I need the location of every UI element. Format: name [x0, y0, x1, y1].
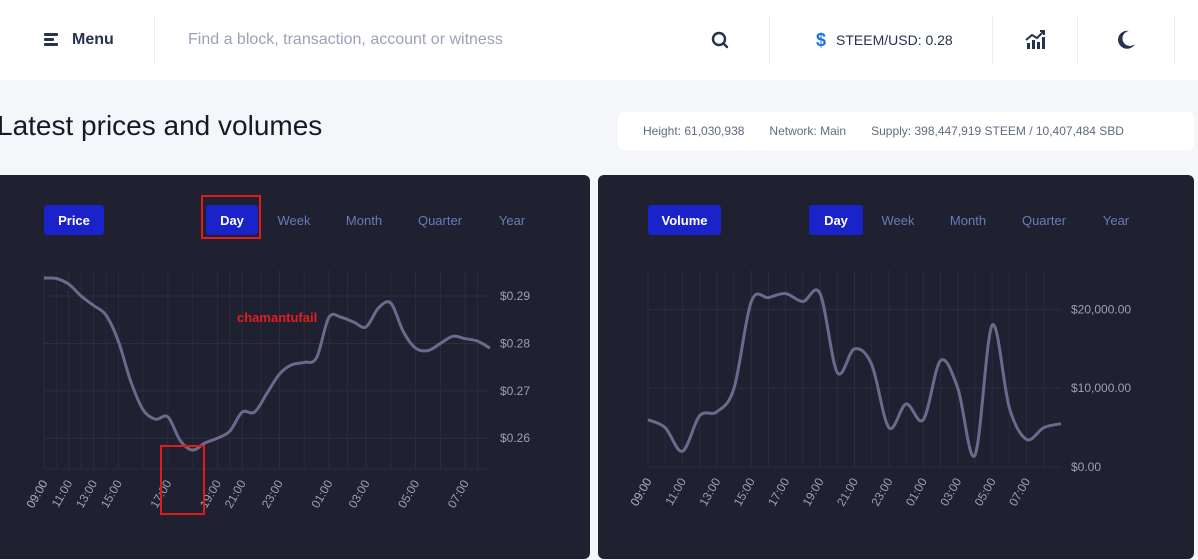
x-tick-label: 21:00 [834, 475, 861, 508]
steem-price-label: STEEM/USD: 0.28 [836, 32, 953, 48]
volume-range-month[interactable]: Month [949, 212, 987, 228]
chart-icon[interactable] [1024, 29, 1046, 51]
y-tick-label: $20,000.00 [1071, 302, 1131, 316]
menu-button[interactable]: Menu [44, 26, 114, 54]
x-tick-label: 19:00 [800, 475, 827, 508]
search-input[interactable] [180, 24, 700, 56]
price-range-month[interactable]: Month [345, 212, 383, 228]
x-tick-label: 03:00 [937, 475, 964, 508]
x-tick-label: 17:00 [147, 477, 174, 510]
x-tick-label: 05:00 [972, 475, 999, 508]
menu-icon [44, 33, 60, 47]
divider [769, 16, 770, 64]
price-chart-panel: Price Day Week Month Quarter Year 09:00 1… [0, 175, 590, 559]
x-tick-label: 03:00 [346, 477, 373, 510]
search-icon[interactable] [710, 30, 730, 50]
x-tick-label: 11:00 [662, 475, 689, 508]
page-title: Latest prices and volumes [0, 110, 323, 141]
x-tick-label: 01:00 [308, 477, 335, 510]
volume-range-week[interactable]: Week [881, 212, 915, 228]
y-tick-label: $0.28 [500, 336, 530, 350]
token-supply: Supply: 398,447,919 STEEM / 10,407,484 S… [871, 124, 1124, 138]
dollar-icon: $ [816, 29, 827, 50]
price-range-week[interactable]: Week [277, 212, 311, 228]
y-tick-label: $0.29 [500, 289, 530, 303]
divider [1077, 16, 1078, 64]
volume-range-quarter[interactable]: Quarter [1021, 212, 1067, 228]
x-tick-label: 17:00 [765, 475, 792, 508]
x-tick-label: 07:00 [445, 477, 472, 510]
price-range-year[interactable]: Year [498, 212, 526, 228]
network-stats: Height: 61,030,938 Network: Main Supply:… [618, 112, 1194, 150]
block-height: Height: 61,030,938 [643, 124, 745, 138]
x-tick-label: 23:00 [868, 475, 895, 508]
divider [992, 16, 993, 64]
volume-range-day[interactable]: Day [809, 205, 863, 235]
volume-chart: 09:00 11:00 13:00 15:00 17:00 19:00 21:00 23:00… [627, 270, 1131, 509]
x-tick-label: 13:00 [696, 475, 723, 508]
x-tick-label: 13:00 [73, 477, 100, 510]
y-tick-label: $0.00 [1071, 460, 1101, 474]
divider [154, 16, 155, 64]
x-tick-label: 23:00 [259, 477, 286, 510]
x-tick-label: 11:00 [49, 477, 76, 510]
volume-chart-panel: Volume Day Week Month Quarter Year 09:00… [598, 175, 1194, 559]
divider [1174, 16, 1175, 64]
price-range-quarter[interactable]: Quarter [417, 212, 463, 228]
x-tick-label: 09:00 [23, 477, 50, 510]
price-range-day[interactable]: Day [206, 205, 258, 235]
x-tick-label: 15:00 [731, 475, 758, 508]
menu-label: Menu [72, 31, 114, 48]
x-tick-label: 05:00 [395, 477, 422, 510]
volume-range-year[interactable]: Year [1102, 212, 1130, 228]
steem-price: $ STEEM/USD: 0.28 [816, 28, 953, 52]
volume-pill[interactable]: Volume [648, 205, 721, 235]
x-tick-label: 09:00 [627, 475, 654, 508]
x-tick-label: 15:00 [98, 477, 125, 510]
network-name: Network: Main [769, 124, 847, 138]
watermark-text: chamantufail [237, 310, 317, 325]
y-tick-label: $10,000.00 [1071, 381, 1131, 395]
x-tick-label: 01:00 [903, 475, 930, 508]
series-line [43, 276, 491, 452]
series-line [647, 288, 1062, 458]
y-tick-label: $0.27 [500, 384, 530, 398]
x-tick-label: 07:00 [1006, 475, 1033, 508]
top-bar: Menu $ STEEM/USD: 0.28 [0, 0, 1198, 80]
x-tick-label: 21:00 [222, 477, 249, 510]
price-pill[interactable]: Price [44, 205, 104, 235]
moon-icon[interactable] [1114, 28, 1138, 52]
y-tick-label: $0.26 [500, 431, 530, 445]
x-tick-label: 19:00 [197, 477, 224, 510]
